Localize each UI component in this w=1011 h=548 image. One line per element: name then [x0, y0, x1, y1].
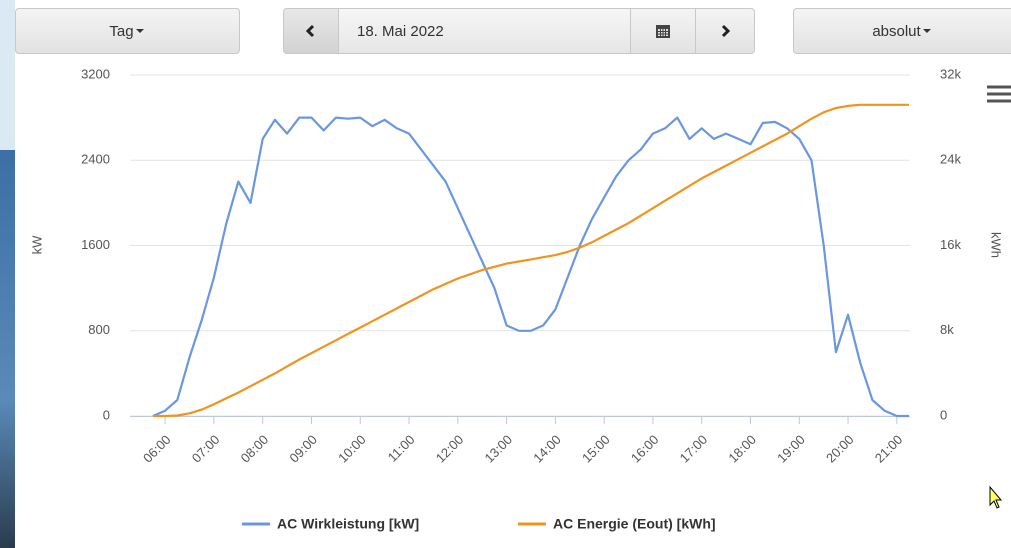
x-tick-label: 14:00 [530, 432, 564, 466]
y-tick-label: 3200 [81, 66, 110, 81]
y2-tick-label: 24k [940, 152, 961, 167]
legend-label: AC Wirkleistung [kW] [277, 516, 419, 532]
date-field[interactable]: 18. Mai 2022 [338, 8, 631, 54]
date-label: 18. Mai 2022 [357, 23, 444, 40]
x-tick-label: 11:00 [385, 432, 418, 465]
calendar-button[interactable] [630, 8, 696, 54]
y2-tick-label: 32k [940, 66, 961, 81]
y-tick-label: 800 [88, 322, 110, 337]
next-icon [718, 24, 732, 38]
y2-axis-title: kWh [989, 232, 1004, 258]
chart: kW kWh 0 800 1600 2400 3200 0 8k 16k 24k 32k 06:00… [0, 58, 1011, 548]
legend-label: AC Energie (Eout) [kWh] [553, 516, 716, 532]
mouse-cursor [990, 487, 1001, 508]
x-tick-label: 10:00 [335, 432, 369, 466]
page: Tag 18. Mai 2022 absolut kW kWh 0 800 1600… [0, 0, 1011, 548]
x-tick-label: 12:00 [433, 432, 467, 466]
y2-tick-label: 16k [940, 237, 961, 252]
x-tick-label: 15:00 [579, 432, 613, 466]
x-tick-label: 18:00 [725, 432, 759, 466]
x-tick-label: 08:00 [238, 432, 272, 466]
caret [921, 27, 933, 35]
x-tick-label: 21:00 [872, 432, 906, 466]
y-axis-title: kW [29, 235, 44, 255]
series-line [153, 118, 909, 416]
caret [134, 27, 146, 35]
y-tick-label: 2400 [81, 152, 110, 167]
prev-icon [304, 24, 318, 38]
x-tick-label: 19:00 [774, 432, 808, 466]
x-tick-label: 17:00 [677, 432, 711, 466]
next-button[interactable] [695, 8, 755, 54]
x-tick-label: 09:00 [286, 432, 320, 466]
prev-button[interactable] [283, 8, 339, 54]
x-tick-label: 06:00 [140, 432, 174, 466]
calendar-icon [655, 23, 671, 39]
period-label: Tag [109, 23, 133, 40]
y-tick-label: 0 [103, 407, 110, 422]
y2-tick-label: 0 [940, 407, 947, 422]
series-line [153, 105, 909, 416]
x-tick-label: 07:00 [189, 432, 223, 466]
mode-button[interactable]: absolut [793, 8, 1011, 54]
period-button[interactable]: Tag [15, 8, 240, 54]
y2-tick-label: 8k [940, 322, 954, 337]
menu-icon[interactable] [987, 87, 1011, 101]
x-tick-label: 13:00 [482, 432, 516, 466]
x-tick-label: 20:00 [823, 432, 857, 466]
x-tick-label: 16:00 [628, 432, 662, 466]
y-tick-label: 1600 [81, 237, 110, 252]
mode-label: absolut [872, 23, 920, 40]
